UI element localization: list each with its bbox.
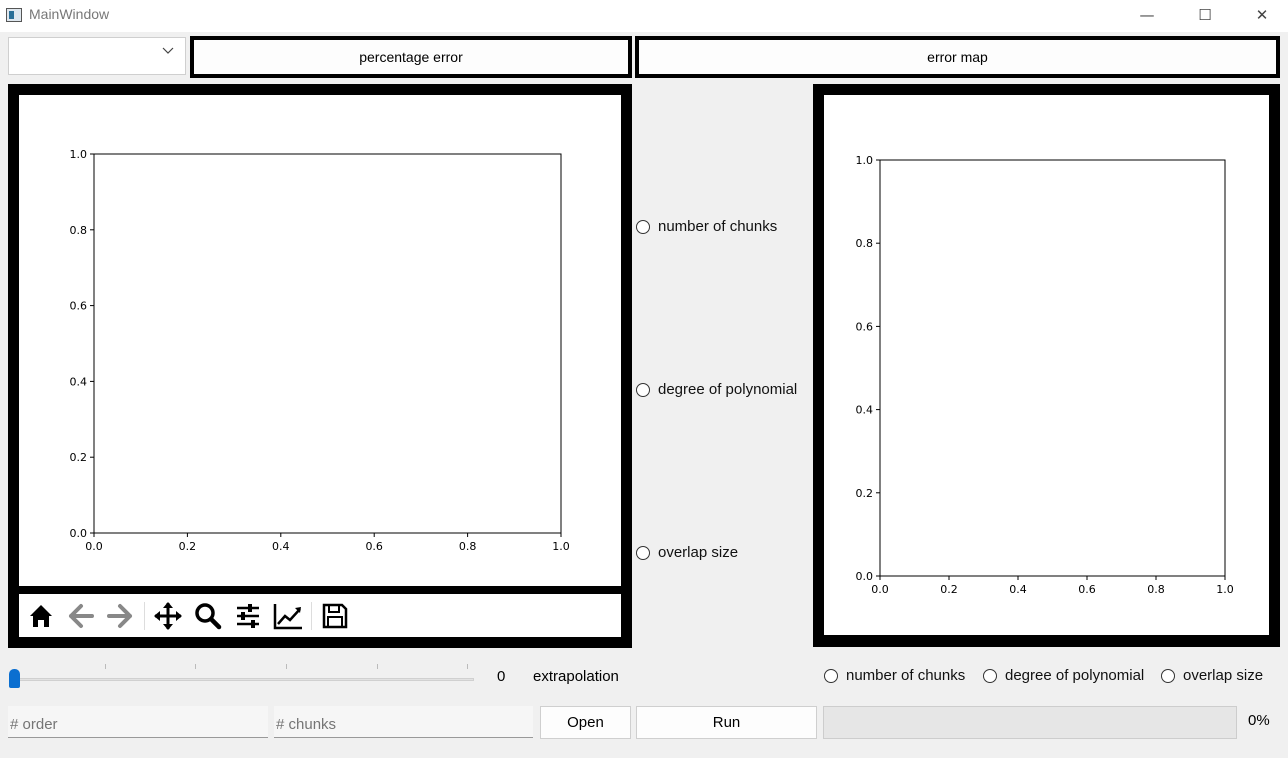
- radio-circle[interactable]: [983, 668, 997, 683]
- extrapolation-slider-track[interactable]: [14, 678, 474, 681]
- radio-circle[interactable]: [824, 668, 838, 683]
- right-plot-y-tick-label: 0.8: [856, 237, 874, 250]
- progress-text: 0%: [1248, 712, 1270, 729]
- left-plot-x-tick-label: 0.4: [272, 540, 290, 553]
- close-button[interactable]: ✕: [1255, 6, 1269, 24]
- radio-circle[interactable]: [636, 382, 650, 397]
- left-plot-canvas[interactable]: 0.0 0.2 0.4 0.6 0.8 1.0 0.0 0.2 0.4 0.6 0.8 1.0: [19, 95, 621, 586]
- progress-bar: [823, 706, 1237, 739]
- right-plot-x-tick-label: 0.4: [1009, 583, 1027, 596]
- slider-tick: [195, 664, 196, 669]
- right-plot-x-tick-label: 1.0: [1216, 583, 1234, 596]
- toolbar-separator: [144, 602, 145, 630]
- percentage-error-button[interactable]: percentage error: [190, 36, 632, 78]
- title-bar: [0, 0, 1288, 32]
- left-plot-y-tick-label: 0.6: [70, 300, 88, 313]
- left-plot-axes: [93, 153, 562, 534]
- radio-degree-of-polynomial[interactable]: degree of polynomial: [636, 381, 797, 398]
- configure-subplots-icon[interactable]: [232, 600, 264, 632]
- right-plot-y-tick-label: 0.0: [856, 570, 874, 583]
- left-plot-y-tick-label: 0.2: [70, 451, 88, 464]
- toolbar-separator: [311, 602, 312, 630]
- right-plot-axes: [879, 159, 1226, 577]
- bottom-radio-degree-of-polynomial[interactable]: degree of polynomial: [983, 667, 1144, 684]
- error-map-plot: 0.0 0.2 0.4 0.6 0.8 1.0 0.0 0.2 0.4 0.6 0.8 1.0: [856, 154, 1234, 596]
- radio-circle[interactable]: [1161, 668, 1175, 683]
- right-plot-x-tick-label: 0.2: [940, 583, 958, 596]
- save-icon[interactable]: [319, 600, 351, 632]
- radio-label: overlap size: [658, 544, 739, 561]
- error-map-button[interactable]: error map: [635, 36, 1280, 78]
- run-button[interactable]: Run: [636, 706, 817, 739]
- radio-label: number of chunks: [846, 667, 966, 684]
- radio-label: degree of polynomial: [658, 381, 798, 398]
- left-plot-y-tick-label: 0.4: [70, 375, 88, 388]
- extrapolation-slider-handle[interactable]: [9, 669, 20, 688]
- edit-axis-icon[interactable]: [272, 600, 304, 632]
- plot-select-combo[interactable]: [8, 37, 186, 75]
- radio-circle[interactable]: [636, 219, 650, 234]
- radio-number-of-chunks[interactable]: number of chunks: [636, 218, 777, 235]
- left-plot-x-tick-label: 0.6: [365, 540, 383, 553]
- slider-tick: [105, 664, 106, 669]
- right-plot-canvas[interactable]: 0.0 0.2 0.4 0.6 0.8 1.0 0.0 0.2 0.4 0.6 0.8 1.0: [824, 95, 1269, 635]
- zoom-icon[interactable]: [192, 600, 224, 632]
- right-plot-y-tick-label: 0.2: [856, 487, 874, 500]
- right-plot-y-tick-label: 1.0: [856, 154, 874, 167]
- right-plot-y-tick-label: 0.6: [856, 320, 874, 333]
- right-plot-x-tick-label: 0.8: [1147, 583, 1165, 596]
- minimize-button[interactable]: —: [1139, 6, 1155, 24]
- pan-icon[interactable]: [152, 600, 184, 632]
- left-plot-y-tick-label: 1.0: [70, 148, 88, 161]
- radio-label: degree of polynomial: [1005, 667, 1145, 684]
- radio-label: overlap size: [1183, 667, 1264, 684]
- left-plot-x-tick-label: 0.2: [179, 540, 197, 553]
- radio-circle[interactable]: [636, 545, 650, 560]
- slider-tick: [377, 664, 378, 669]
- right-plot-x-tick-label: 0.6: [1078, 583, 1096, 596]
- bottom-radio-number-of-chunks[interactable]: number of chunks: [824, 667, 965, 684]
- order-input[interactable]: [8, 706, 268, 738]
- slider-value: 0: [497, 668, 506, 685]
- home-icon[interactable]: [25, 600, 57, 632]
- extrapolation-label: extrapolation: [533, 668, 619, 685]
- left-plot-x-tick-label: 0.0: [85, 540, 103, 553]
- left-plot-y-tick-label: 0.8: [70, 224, 88, 237]
- percentage-error-plot: 0.0 0.2 0.4 0.6 0.8 1.0 0.0 0.2 0.4 0.6 0.8 1.0: [70, 148, 570, 553]
- left-plot-x-tick-label: 1.0: [552, 540, 570, 553]
- app-icon: [6, 8, 22, 22]
- slider-tick: [467, 664, 468, 669]
- maximize-button[interactable]: ☐: [1198, 6, 1212, 24]
- forward-arrow-icon[interactable]: [104, 600, 136, 632]
- left-plot-x-tick-label: 0.8: [459, 540, 477, 553]
- right-plot-y-tick-label: 0.4: [856, 404, 874, 417]
- bottom-radio-overlap-size[interactable]: overlap size: [1161, 667, 1263, 684]
- back-arrow-icon[interactable]: [65, 600, 97, 632]
- left-plot-y-tick-label: 0.0: [70, 527, 88, 540]
- radio-overlap-size[interactable]: overlap size: [636, 544, 738, 561]
- right-plot-x-tick-label: 0.0: [871, 583, 889, 596]
- radio-label: number of chunks: [658, 218, 778, 235]
- chunks-input[interactable]: [274, 706, 533, 738]
- window-title: MainWindow: [29, 6, 110, 22]
- slider-tick: [286, 664, 287, 669]
- chevron-down-icon: [162, 47, 174, 54]
- open-button[interactable]: Open: [540, 706, 631, 739]
